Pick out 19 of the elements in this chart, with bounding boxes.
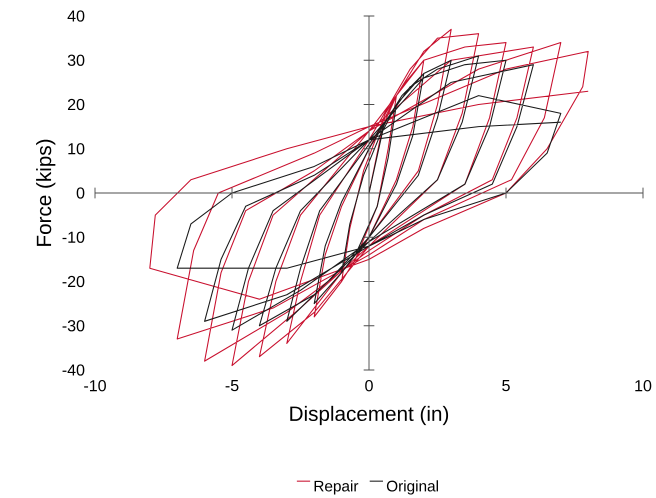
x-axis-title: Displacement (in) (290, 406, 448, 426)
legend-label: Original (386, 480, 438, 495)
y-tick-label: -40 (62, 364, 84, 376)
y-tick-label: 20 (68, 98, 84, 110)
y-tick-label: 30 (68, 54, 84, 66)
line-series (176, 55, 562, 331)
x-tick-label: 10 (635, 380, 652, 392)
x-tick-label: 5 (502, 380, 510, 392)
y-axis-title: Force (kips) (36, 140, 56, 246)
x-tick-label: -5 (226, 380, 238, 392)
y-tick-label: 40 (68, 10, 84, 22)
y-tick-label: -20 (62, 276, 84, 288)
y-tick-label: 0 (76, 187, 84, 199)
x-tick-label: -10 (84, 380, 106, 392)
x-tick-label: 0 (365, 380, 373, 392)
y-tick-label: -10 (62, 232, 84, 243)
y-tick-label: -30 (62, 320, 84, 332)
legend-label: Repair (314, 480, 358, 495)
y-tick-label: 10 (68, 143, 84, 154)
